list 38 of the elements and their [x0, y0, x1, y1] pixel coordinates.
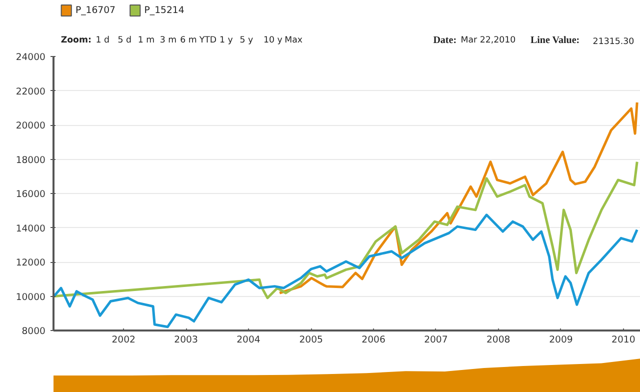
text: 1 m	[138, 36, 155, 46]
text: 1 y	[220, 36, 233, 46]
legend-label: P_16707	[76, 5, 116, 16]
line-series	[278, 101, 638, 294]
x-tick-label: 2006	[362, 334, 386, 346]
text: Date:	[433, 35, 457, 46]
x-tick-label: 2010	[612, 334, 636, 346]
text: 21315.30	[592, 37, 634, 47]
y-tick-label: 18000	[16, 154, 46, 166]
text: Zoom:	[60, 36, 92, 46]
y-tick-label: 24000	[16, 52, 46, 63]
x-tick-label: 2002	[112, 334, 136, 346]
text: 5 y	[240, 36, 254, 46]
y-tick-label: 16000	[16, 189, 46, 200]
y-tick-label: 22000	[16, 86, 46, 98]
x-tick-label: 2005	[299, 334, 324, 346]
y-tick-label: 14000	[16, 223, 46, 234]
y-tick-label: 8000	[22, 326, 46, 337]
text: 6 m	[180, 36, 197, 46]
text: Line Value:	[530, 35, 580, 46]
text: Mar 22,2010	[460, 36, 516, 46]
y-tick-label: 20000	[16, 120, 46, 132]
text: Max	[284, 36, 303, 46]
text: 10 y	[264, 36, 282, 46]
text: 5 d	[118, 36, 132, 46]
y-tick-label: 10000	[16, 292, 46, 303]
x-tick-label: 2007	[424, 334, 448, 346]
text: 3 m	[160, 36, 177, 46]
text: 1 d	[96, 36, 110, 46]
text: YTD	[198, 36, 217, 46]
x-tick-label: 2008	[486, 334, 510, 346]
y-tick-label: 12000	[16, 258, 46, 268]
legend-label: P_15214	[144, 5, 184, 16]
x-tick-label: 2004	[236, 334, 260, 346]
line-series	[54, 214, 638, 328]
x-tick-label: 2003	[174, 334, 198, 346]
x-tick-label: 2009	[549, 334, 573, 346]
line-series	[54, 160, 638, 300]
